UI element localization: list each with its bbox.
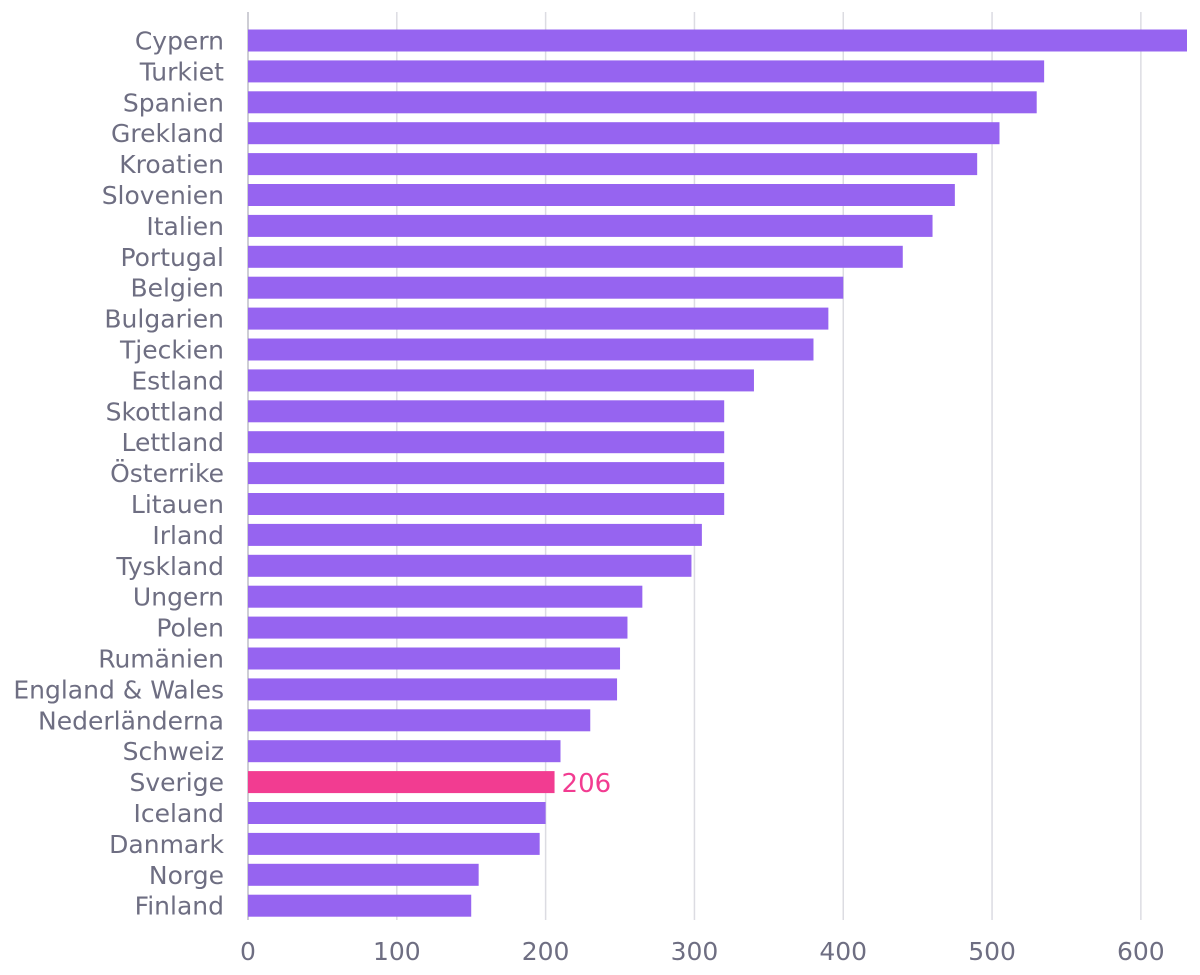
category-label-nederländerna: Nederländerna	[38, 706, 224, 735]
category-label-rumänien: Rumänien	[98, 645, 224, 674]
bar-nederländerna	[248, 709, 591, 732]
category-label-finland: Finland	[135, 892, 224, 921]
category-label-litauen: Litauen	[131, 490, 224, 519]
category-label-ungern: Ungern	[133, 583, 224, 612]
bar-skottland	[248, 400, 725, 423]
bar-litauen	[248, 493, 725, 515]
x-tick-label-100: 100	[373, 937, 421, 966]
category-label-bulgarien: Bulgarien	[104, 305, 224, 334]
data-labels: 206	[562, 769, 612, 799]
category-label-norge: Norge	[149, 861, 224, 890]
bar-spanien	[248, 91, 1037, 114]
category-label-schweiz: Schweiz	[123, 737, 224, 766]
category-label-estland: Estland	[131, 366, 224, 395]
x-tick-label-400: 400	[819, 937, 867, 966]
bar-iceland	[248, 802, 546, 824]
bar-estland	[248, 369, 754, 392]
category-label-tyskland: Tyskland	[115, 552, 224, 581]
bar-danmark	[248, 832, 540, 855]
x-tick-label-300: 300	[671, 937, 719, 966]
x-tick-label-600: 600	[1117, 937, 1165, 966]
bar-italien	[248, 214, 933, 237]
category-label-kroatien: Kroatien	[119, 150, 224, 179]
bar-kroatien	[248, 153, 978, 176]
bar-cypern	[248, 29, 1187, 52]
bar-sverige	[248, 771, 555, 794]
bar-slovenien	[248, 184, 955, 206]
category-label-portugal: Portugal	[120, 243, 224, 272]
bar-tjeckien	[248, 338, 814, 361]
x-tick-label-0: 0	[240, 937, 256, 966]
x-tick-label-200: 200	[522, 937, 570, 966]
bar-schweiz	[248, 740, 561, 763]
category-label-danmark: Danmark	[109, 830, 224, 859]
bars	[248, 29, 1187, 917]
x-axis-tick-labels: 0 100 200 300 400 500 600	[240, 937, 1165, 966]
category-label-belgien: Belgien	[130, 274, 224, 303]
bar-tyskland	[248, 554, 692, 577]
category-label-iceland: Iceland	[134, 799, 224, 828]
bar-belgien	[248, 276, 844, 299]
bar-bulgarien	[248, 307, 829, 330]
bar-österrike	[248, 462, 725, 485]
bar-portugal	[248, 245, 903, 268]
category-label-tjeckien: Tjeckien	[119, 336, 224, 365]
bar-polen	[248, 616, 628, 639]
category-label-österrike: Österrike	[110, 459, 224, 488]
category-label-italien: Italien	[146, 212, 224, 241]
category-label-polen: Polen	[156, 614, 224, 643]
bar-rumänien	[248, 647, 621, 670]
bar-irland	[248, 523, 702, 546]
category-label-cypern: Cypern	[135, 27, 224, 56]
category-label-grekland: Grekland	[111, 119, 224, 148]
category-labels: CypernTurkietSpanienGreklandKroatienSlov…	[13, 27, 224, 921]
category-label-sverige: Sverige	[129, 768, 224, 797]
bar-finland	[248, 894, 472, 917]
bar-ungern	[248, 585, 643, 608]
data-label-sverige: 206	[562, 769, 612, 799]
category-label-turkiet: Turkiet	[139, 57, 224, 86]
category-label-lettland: Lettland	[122, 428, 224, 457]
category-label-skottland: Skottland	[106, 397, 224, 426]
category-label-irland: Irland	[152, 521, 224, 550]
category-label-slovenien: Slovenien	[102, 181, 224, 210]
category-label-spanien: Spanien	[123, 88, 224, 117]
bar-grekland	[248, 122, 1000, 145]
bar-norge	[248, 863, 479, 886]
category-label-england-wales: England & Wales	[13, 675, 224, 704]
x-tick-label-500: 500	[968, 937, 1016, 966]
bar-turkiet	[248, 60, 1045, 83]
bar-england-wales	[248, 678, 618, 701]
bar-lettland	[248, 431, 725, 454]
